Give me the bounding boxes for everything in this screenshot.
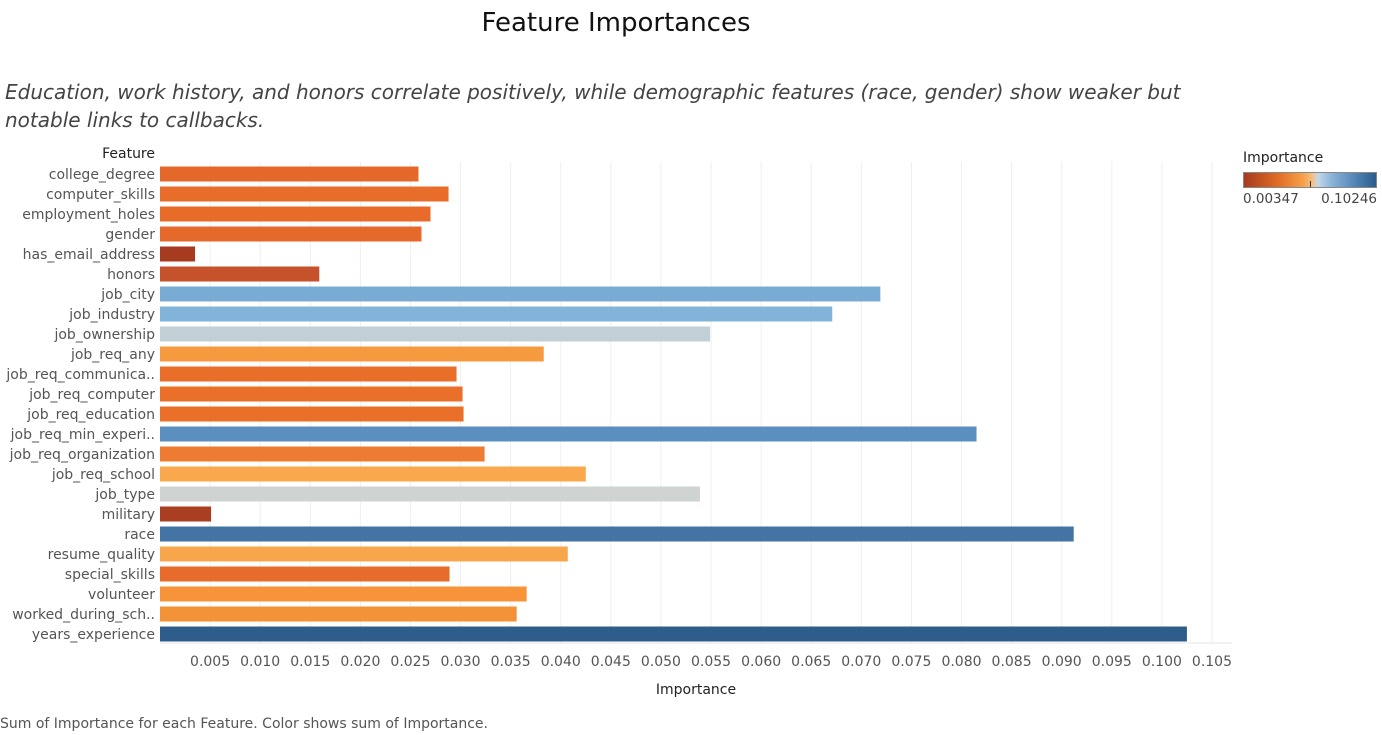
chart-caption: Sum of Importance for each Feature. Colo…	[0, 716, 488, 732]
category-label: resume_quality	[48, 547, 155, 563]
color-legend: Importance 0.00347 0.10246	[1243, 150, 1382, 207]
category-label: job_ownership	[53, 327, 155, 343]
category-label: job_city	[100, 287, 155, 303]
bar[interactable]	[160, 566, 450, 582]
category-label: computer_skills	[46, 187, 155, 203]
x-tick-label: 0.025	[390, 654, 430, 670]
category-label: years_experience	[32, 627, 155, 643]
bar[interactable]	[160, 326, 711, 342]
category-label: job_req_organization	[9, 447, 155, 463]
x-tick-label: 0.080	[941, 654, 981, 670]
category-label: job_req_any	[70, 347, 155, 363]
x-tick-label: 0.055	[691, 654, 731, 670]
x-tick-label: 0.100	[1142, 654, 1182, 670]
x-tick-label: 0.045	[591, 654, 631, 670]
x-axis-label: Importance	[656, 682, 736, 698]
category-label: job_type	[94, 487, 155, 503]
bar[interactable]	[160, 206, 431, 222]
category-label: worked_during_sch..	[12, 607, 155, 623]
bar[interactable]	[160, 526, 1074, 542]
bar[interactable]	[160, 166, 419, 182]
bar[interactable]	[160, 426, 977, 442]
bar[interactable]	[160, 606, 517, 622]
x-tick-label: 0.090	[1042, 654, 1082, 670]
bar[interactable]	[160, 626, 1187, 642]
x-tick-label: 0.095	[1092, 654, 1132, 670]
category-label: volunteer	[88, 587, 155, 603]
bar[interactable]	[160, 446, 485, 462]
legend-min-label: 0.00347	[1243, 191, 1299, 207]
bar[interactable]	[160, 506, 212, 522]
bar[interactable]	[160, 266, 320, 282]
x-tick-label: 0.075	[891, 654, 931, 670]
x-tick-label: 0.010	[240, 654, 280, 670]
bar[interactable]	[160, 286, 881, 302]
bar[interactable]	[160, 386, 463, 402]
x-tick-label: 0.005	[190, 654, 230, 670]
gridlines	[209, 162, 1213, 644]
x-tick-label: 0.070	[841, 654, 881, 670]
legend-title: Importance	[1243, 150, 1324, 166]
bar[interactable]	[160, 246, 196, 262]
legend-gradient	[1243, 172, 1377, 188]
bar[interactable]	[160, 546, 568, 562]
bar[interactable]	[160, 366, 457, 382]
bar[interactable]	[160, 346, 544, 362]
chart-title: Feature Importances	[481, 8, 751, 38]
category-labels: college_degree computer_skills employment_…	[5, 167, 155, 643]
x-tick-label: 0.085	[992, 654, 1032, 670]
x-tick-label: 0.105	[1192, 654, 1232, 670]
x-tick-label: 0.065	[791, 654, 831, 670]
category-label: gender	[105, 227, 155, 243]
x-tick-label: 0.020	[340, 654, 380, 670]
bar[interactable]	[160, 306, 833, 322]
bar[interactable]	[160, 466, 586, 482]
bar[interactable]	[160, 586, 527, 602]
category-label: job_req_communica..	[5, 367, 155, 383]
bar[interactable]	[160, 406, 464, 422]
category-label: military	[102, 507, 155, 523]
category-label: job_industry	[68, 307, 155, 323]
bar[interactable]	[160, 486, 701, 502]
category-label: job_req_education	[26, 407, 155, 423]
bar[interactable]	[160, 226, 422, 242]
x-tick-label: 0.035	[491, 654, 531, 670]
x-tick-label: 0.050	[641, 654, 681, 670]
x-tick-label: 0.060	[741, 654, 781, 670]
chart-subtitle: Education, work history, and honors corr…	[5, 80, 1181, 132]
legend-max-label: 0.10246	[1321, 191, 1377, 207]
x-tick-label: 0.030	[441, 654, 481, 670]
category-label: college_degree	[49, 167, 155, 183]
category-label: job_req_school	[51, 467, 155, 483]
category-label: employment_holes	[22, 207, 155, 223]
category-label: honors	[107, 267, 155, 283]
x-tick-label: 0.015	[290, 654, 330, 670]
x-tick-label: 0.040	[541, 654, 581, 670]
legend-labels: 0.00347 0.10246	[1243, 191, 1382, 207]
category-label: has_email_address	[23, 247, 155, 263]
category-label: job_req_min_experi..	[10, 427, 155, 443]
bar[interactable]	[160, 186, 449, 202]
x-tick-labels: 0.005 0.010 0.015 0.020 0.025 0.030 0.035 0.040…	[190, 654, 1232, 670]
y-axis-label: Feature	[102, 146, 155, 162]
category-label: special_skills	[65, 567, 155, 583]
category-label: job_req_computer	[28, 387, 155, 403]
legend-tick	[1310, 181, 1311, 187]
bar-chart: Feature college_degree computer_skillsemp…	[5, 146, 1232, 698]
bars	[160, 166, 1187, 642]
category-label: race	[124, 527, 155, 543]
